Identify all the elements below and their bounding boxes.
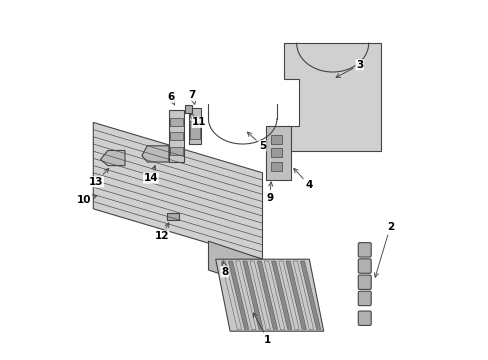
Bar [271,162,281,171]
FancyBboxPatch shape [358,311,370,325]
Text: 14: 14 [143,166,158,183]
Bar [167,213,178,220]
Bar [271,135,281,144]
Polygon shape [257,261,277,329]
Text: 11: 11 [189,114,206,127]
Text: 4: 4 [293,168,312,190]
Text: 9: 9 [265,182,273,203]
Text: 2: 2 [374,222,393,277]
Polygon shape [242,261,263,329]
FancyBboxPatch shape [358,243,370,257]
Text: 12: 12 [154,223,169,241]
Bar [271,148,281,157]
Polygon shape [278,261,299,329]
Bar [185,105,191,113]
Bar [170,118,182,126]
Polygon shape [265,126,291,180]
Text: 1: 1 [253,313,271,345]
Polygon shape [300,261,320,329]
Polygon shape [285,261,306,329]
Polygon shape [284,43,381,151]
Polygon shape [249,261,270,329]
Polygon shape [235,261,256,329]
Bar [190,121,200,139]
FancyBboxPatch shape [358,259,370,273]
Polygon shape [93,122,262,259]
Bar [170,132,182,140]
Text: 8: 8 [221,261,228,277]
FancyBboxPatch shape [358,275,370,289]
Polygon shape [215,259,323,331]
Text: 5: 5 [247,132,265,151]
Text: 3: 3 [335,60,363,77]
Text: 7: 7 [188,90,196,104]
Polygon shape [228,261,248,329]
Polygon shape [292,261,313,329]
Polygon shape [221,261,241,329]
Polygon shape [101,150,125,166]
FancyBboxPatch shape [358,291,370,306]
Text: 10: 10 [77,195,97,205]
Polygon shape [271,261,291,329]
Bar [168,110,183,162]
Polygon shape [208,241,262,288]
Bar [170,147,182,155]
Text: 6: 6 [167,92,174,105]
Polygon shape [142,146,168,162]
Bar [188,108,201,144]
Text: 13: 13 [89,168,108,187]
Polygon shape [264,261,284,329]
